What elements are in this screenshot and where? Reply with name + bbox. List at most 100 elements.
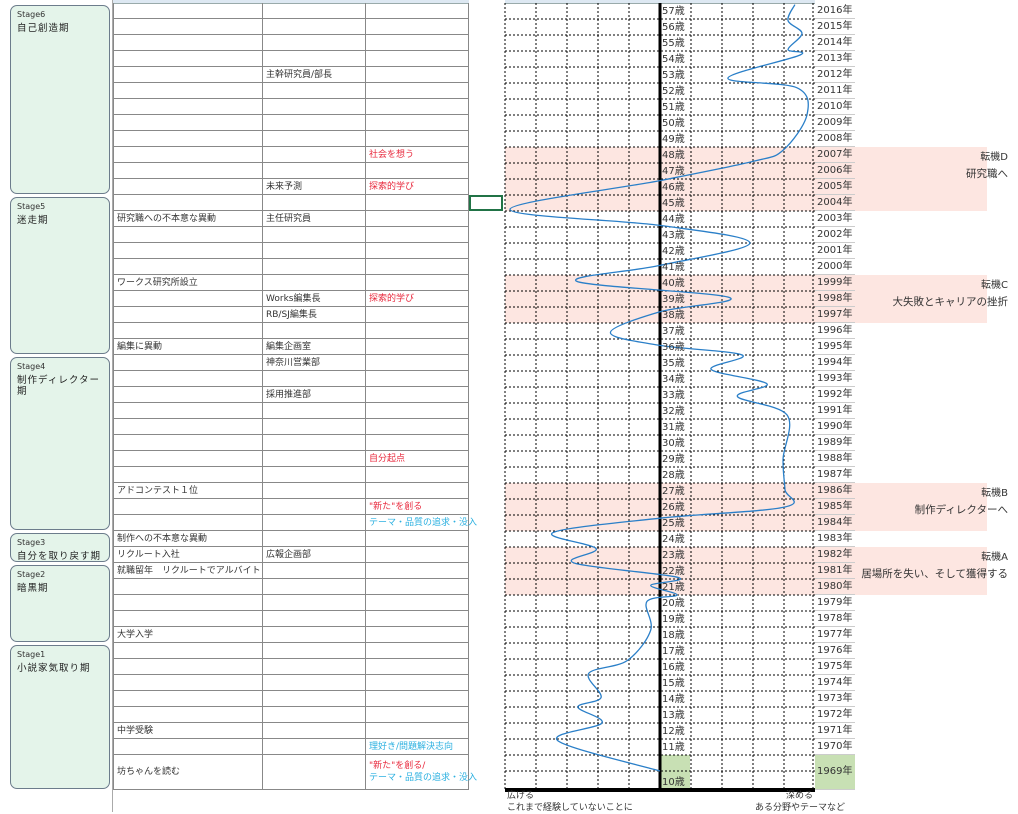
age-label: 27歳: [662, 486, 690, 498]
age-label: 28歳: [662, 470, 690, 482]
age-label: 13歳: [662, 710, 690, 722]
age-label: 48歳: [662, 150, 690, 162]
age-label: 38歳: [662, 310, 690, 322]
year-label: 2012年: [815, 67, 855, 83]
age-label: 24歳: [662, 534, 690, 546]
age-label: 12歳: [662, 726, 690, 738]
age-label: 47歳: [662, 166, 690, 178]
age-label: 33歳: [662, 390, 690, 402]
year-label: 1977年: [815, 627, 855, 643]
year-label: 2008年: [815, 131, 855, 147]
age-label: 45歳: [662, 198, 690, 210]
turning-point-title: 転機A: [981, 551, 1008, 564]
selected-cell[interactable]: [469, 195, 503, 211]
age-label: 39歳: [662, 294, 690, 306]
age-label: 15歳: [662, 678, 690, 690]
age-label: 17歳: [662, 646, 690, 658]
year-label: 1995年: [815, 339, 855, 355]
year-label: 2004年: [815, 195, 855, 211]
year-label: 2000年: [815, 259, 855, 275]
year-label: 1969年: [815, 755, 855, 790]
year-label: 1988年: [815, 451, 855, 467]
age-label: 56歳: [662, 22, 690, 34]
year-label: 1982年: [815, 547, 855, 563]
age-label: 11歳: [662, 742, 690, 754]
turning-point-title: 転機D: [980, 151, 1008, 164]
age-label: 42歳: [662, 246, 690, 258]
year-label: 1991年: [815, 403, 855, 419]
age-label: 44歳: [662, 214, 690, 226]
year-label: 1973年: [815, 691, 855, 707]
year-label: 1971年: [815, 723, 855, 739]
year-label: 1983年: [815, 531, 855, 547]
age-label: 21歳: [662, 582, 690, 594]
year-label: 1993年: [815, 371, 855, 387]
year-label: 1998年: [815, 291, 855, 307]
age-label: 25歳: [662, 518, 690, 530]
age-label: 30歳: [662, 438, 690, 450]
year-label: 1979年: [815, 595, 855, 611]
age-label: 22歳: [662, 566, 690, 578]
age-label: 29歳: [662, 454, 690, 466]
age-label: 50歳: [662, 118, 690, 130]
year-label: 2001年: [815, 243, 855, 259]
axis-left-sublabel: これまで経験していないことに: [507, 803, 633, 814]
year-label: 1970年: [815, 739, 855, 755]
year-label: 1987年: [815, 467, 855, 483]
year-label: 1978年: [815, 611, 855, 627]
year-label: 2013年: [815, 51, 855, 67]
year-label: 1980年: [815, 579, 855, 595]
axis-right-sublabel: ある分野やテーマなど: [755, 803, 845, 814]
year-label: 2010年: [815, 99, 855, 115]
turning-point-text: 居場所を失い、そして獲得する: [861, 568, 1008, 581]
year-label: 1999年: [815, 275, 855, 291]
year-label: 2005年: [815, 179, 855, 195]
year-label: 2007年: [815, 147, 855, 163]
year-label: 2002年: [815, 227, 855, 243]
age-label: 54歳: [662, 54, 690, 66]
year-label: 1986年: [815, 483, 855, 499]
age-label: 55歳: [662, 38, 690, 50]
year-label: 1981年: [815, 563, 855, 579]
age-label: 52歳: [662, 86, 690, 98]
year-label: 1976年: [815, 643, 855, 659]
year-label: 1974年: [815, 675, 855, 691]
age-label: 19歳: [662, 614, 690, 626]
age-label: 46歳: [662, 182, 690, 194]
age-label: 16歳: [662, 662, 690, 674]
year-label: 1975年: [815, 659, 855, 675]
year-label: 2016年: [815, 3, 855, 19]
age-label: 51歳: [662, 102, 690, 114]
age-label: 31歳: [662, 422, 690, 434]
age-label: 53歳: [662, 70, 690, 82]
year-label: 1985年: [815, 499, 855, 515]
year-label: 1972年: [815, 707, 855, 723]
age-label: 49歳: [662, 134, 690, 146]
year-label: 2011年: [815, 83, 855, 99]
year-label: 1996年: [815, 323, 855, 339]
age-label: 34歳: [662, 374, 690, 386]
age-label: 18歳: [662, 630, 690, 642]
year-label: 1990年: [815, 419, 855, 435]
age-label: 43歳: [662, 230, 690, 242]
axis-left-label: 広げる: [507, 791, 534, 802]
turning-point-text: 大失敗とキャリアの挫折: [893, 296, 1009, 309]
age-label: 35歳: [662, 358, 690, 370]
year-label: 1994年: [815, 355, 855, 371]
age-label: 10歳: [662, 777, 690, 789]
age-label: 23歳: [662, 550, 690, 562]
year-label: 1992年: [815, 387, 855, 403]
age-label: 57歳: [662, 6, 690, 18]
turning-point-text: 制作ディレクターへ: [915, 504, 1008, 517]
year-label: 1984年: [815, 515, 855, 531]
age-label: 14歳: [662, 694, 690, 706]
year-label: 2003年: [815, 211, 855, 227]
year-label: 1997年: [815, 307, 855, 323]
age-label: 40歳: [662, 278, 690, 290]
year-label: 2015年: [815, 19, 855, 35]
age-label: 26歳: [662, 502, 690, 514]
turning-point-text: 研究職へ: [966, 168, 1008, 181]
turning-point-title: 転機B: [981, 487, 1008, 500]
age-label: 20歳: [662, 598, 690, 610]
